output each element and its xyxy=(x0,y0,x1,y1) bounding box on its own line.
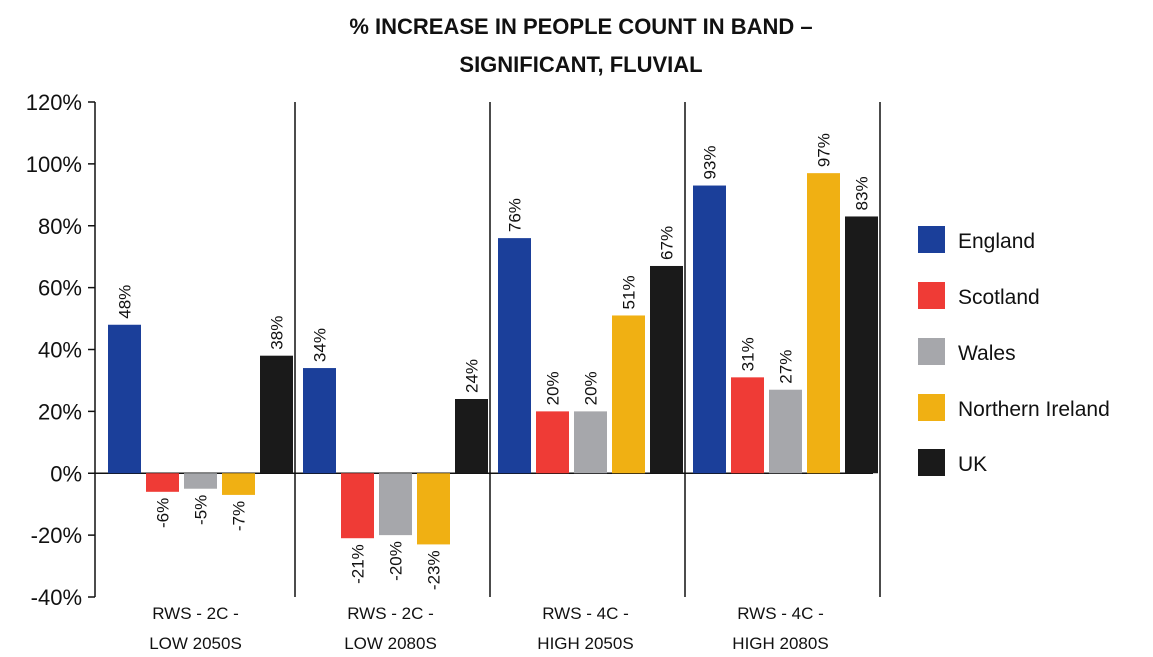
bar xyxy=(146,473,179,492)
legend-label: UK xyxy=(958,453,987,476)
x-category-label: HIGH 2080S xyxy=(732,634,828,653)
bar xyxy=(222,473,255,495)
data-label: 48% xyxy=(116,285,135,319)
legend-label: England xyxy=(958,230,1035,253)
legend-swatch xyxy=(918,226,945,253)
data-label: 38% xyxy=(268,316,287,350)
bar xyxy=(536,411,569,474)
bar xyxy=(341,473,374,539)
data-label: 34% xyxy=(311,328,330,362)
data-label: -20% xyxy=(387,541,406,581)
y-tick-label: 100% xyxy=(26,152,82,177)
x-category-label: RWS - 4C - xyxy=(737,604,824,623)
bar xyxy=(498,238,531,474)
bars xyxy=(108,173,878,545)
data-label: 20% xyxy=(582,371,601,405)
data-label: 93% xyxy=(701,146,720,180)
bar xyxy=(612,315,645,474)
x-category-label: LOW 2050S xyxy=(149,634,242,653)
x-axis-categories: RWS - 2C - LOW 2050S RWS - 2C - LOW 2080S RW… xyxy=(149,604,829,653)
y-tick-label: 0% xyxy=(50,461,82,486)
bar xyxy=(693,185,726,474)
x-category-label: RWS - 2C - xyxy=(347,604,434,623)
bar xyxy=(303,368,336,474)
data-label: -21% xyxy=(349,544,368,584)
data-label: 97% xyxy=(815,133,834,167)
bar xyxy=(184,473,217,489)
data-label: 51% xyxy=(620,275,639,309)
legend-swatch xyxy=(918,338,945,365)
data-label: 76% xyxy=(506,198,525,232)
data-label: -7% xyxy=(230,501,249,531)
data-label: -6% xyxy=(154,498,173,528)
chart-title-line-2: SIGNIFICANT, FLUVIAL xyxy=(459,52,702,77)
chart-title-line-1: % INCREASE IN PEOPLE COUNT IN BAND – xyxy=(349,14,812,39)
y-tick-label: 120% xyxy=(26,90,82,115)
bar xyxy=(379,473,412,536)
legend-label: Northern Ireland xyxy=(958,398,1110,421)
data-label: 67% xyxy=(658,226,677,260)
bar xyxy=(769,389,802,474)
bar xyxy=(260,355,293,474)
data-label: 20% xyxy=(544,371,563,405)
data-label: -5% xyxy=(192,495,211,525)
bar xyxy=(108,324,141,474)
y-tick-label: 60% xyxy=(38,276,82,301)
legend-swatch xyxy=(918,282,945,309)
data-label: 24% xyxy=(463,359,482,393)
bar xyxy=(845,216,878,474)
bar xyxy=(807,173,840,474)
x-category-label: LOW 2080S xyxy=(344,634,437,653)
y-tick-label: -40% xyxy=(31,585,82,610)
legend-label: Wales xyxy=(958,342,1016,365)
bar xyxy=(455,399,488,474)
data-labels: 48% -6% -5% -7% 38% 34% -21% -20% -23% 24% 76% 20% 2… xyxy=(116,133,872,590)
y-tick-label: 80% xyxy=(38,214,82,239)
x-category-label: RWS - 2C - xyxy=(152,604,239,623)
legend-swatch xyxy=(918,449,945,476)
y-tick-label: -20% xyxy=(31,523,82,548)
legend: England Scotland Wales Northern Ireland UK xyxy=(918,226,1110,476)
data-label: 31% xyxy=(739,337,758,371)
x-category-label: RWS - 4C - xyxy=(542,604,629,623)
data-label: 83% xyxy=(853,176,872,210)
legend-label: Scotland xyxy=(958,286,1040,309)
y-tick-label: 20% xyxy=(38,399,82,424)
bar xyxy=(417,473,450,545)
y-tick-label: 40% xyxy=(38,338,82,363)
data-label: 27% xyxy=(777,350,796,384)
chart-title: % INCREASE IN PEOPLE COUNT IN BAND – SIG… xyxy=(349,14,812,77)
data-label: -23% xyxy=(425,550,444,590)
bar xyxy=(731,377,764,474)
legend-swatch xyxy=(918,394,945,421)
bar xyxy=(650,265,683,474)
bar xyxy=(574,411,607,474)
x-category-label: HIGH 2050S xyxy=(537,634,633,653)
